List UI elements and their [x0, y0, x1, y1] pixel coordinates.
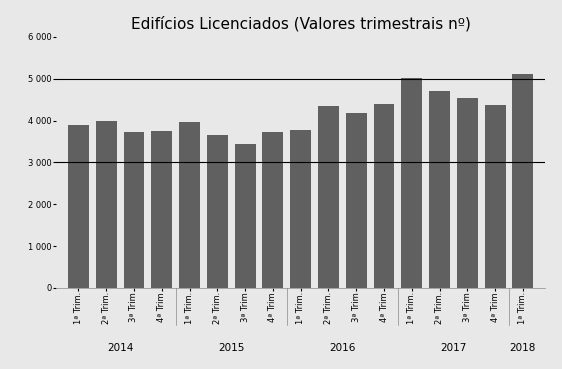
- Bar: [96, 121, 117, 288]
- Text: 2014: 2014: [107, 343, 133, 353]
- Bar: [151, 131, 172, 288]
- Bar: [374, 104, 395, 288]
- Bar: [124, 132, 144, 288]
- Bar: [513, 74, 533, 288]
- Text: 2015: 2015: [218, 343, 244, 353]
- Text: 2017: 2017: [440, 343, 466, 353]
- Bar: [235, 144, 256, 288]
- Bar: [484, 105, 506, 288]
- Bar: [290, 130, 311, 288]
- Bar: [262, 132, 283, 288]
- Bar: [346, 113, 366, 288]
- Bar: [457, 99, 478, 288]
- Bar: [401, 78, 422, 288]
- Title: Edifícios Licenciados (Valores trimestrais nº): Edifícios Licenciados (Valores trimestra…: [131, 16, 470, 32]
- Bar: [318, 106, 339, 288]
- Text: 2018: 2018: [510, 343, 536, 353]
- Bar: [429, 91, 450, 288]
- Bar: [68, 125, 89, 288]
- Text: 2016: 2016: [329, 343, 356, 353]
- Bar: [207, 135, 228, 288]
- Bar: [179, 122, 200, 288]
